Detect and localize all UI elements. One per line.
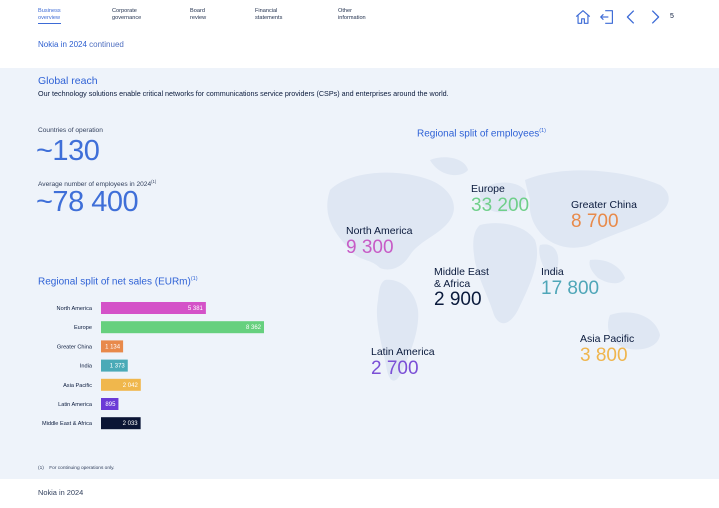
nav-tab-business-overview[interactable]: Business overview [38, 8, 61, 25]
section-title: Global reach [38, 75, 98, 87]
bar-category-label: Middle East & Africa [42, 421, 93, 427]
home-icon[interactable] [574, 8, 592, 26]
bar-category-label: India [80, 364, 93, 370]
nav-tab-label: Financial [255, 8, 278, 14]
bar-asia-pacific [101, 378, 141, 391]
nav-tab-label: governance [112, 14, 142, 21]
region-value: 8 700 [571, 210, 619, 232]
bar-category-label: North America [57, 306, 93, 312]
exit-icon[interactable] [598, 8, 616, 26]
region-middle-east-africa: Middle East & Africa 2 900 [434, 266, 489, 310]
subheading-continued: continued [89, 40, 124, 49]
bar-category-label: Asia Pacific [63, 383, 92, 389]
nav-tab-label: Other [338, 8, 352, 14]
bar-category-label: Europe [74, 325, 92, 331]
bar-value-label: 895 [105, 402, 116, 408]
bar-value-label: 5 381 [188, 306, 204, 312]
region-name: Latin America [371, 346, 435, 358]
nav-tab-label: Board [190, 8, 205, 14]
region-name: Middle East & Africa [434, 266, 489, 290]
employees-map-note: (1) [539, 128, 547, 134]
footnote-marker: (1) [38, 466, 44, 471]
countries-label: Countries of operation [38, 127, 103, 134]
region-value: 3 800 [580, 344, 628, 366]
bar-value-label: 2 033 [123, 421, 139, 427]
bar-value-label: 1 373 [110, 364, 126, 370]
employees-label-note: (1) [151, 179, 157, 184]
nav-tab-label: statements [255, 14, 283, 21]
net-sales-chart-title: Regional split of net sales (EURm)(1) [38, 276, 198, 287]
nav-tab-corporate-governance[interactable]: Corporate governance [112, 8, 141, 21]
page-footer: Nokia in 2024 [38, 488, 84, 497]
section-subtitle: Our technology solutions enable critical… [38, 89, 449, 98]
employees-map-title-text: Regional split of employees [417, 128, 540, 140]
nav-tab-board-review[interactable]: Board review [190, 8, 206, 21]
region-north-america: North America 9 300 [346, 225, 413, 258]
bar-value-label: 2 042 [123, 383, 139, 389]
footnote-text: For continuing operations only. [49, 466, 115, 471]
footnote: (1) For continuing operations only. [38, 466, 114, 471]
page-number: 5 [670, 13, 674, 20]
region-name: North America [346, 225, 413, 237]
bar-value-label: 8 362 [246, 325, 262, 331]
nav-icon-group [574, 8, 664, 26]
bar-category-label: Greater China [57, 344, 93, 350]
page-subheading: Nokia in 2024 continued [38, 40, 124, 49]
net-sales-bar-chart: North America 5 381 Europe 8 362 Greater Chi… [42, 302, 264, 430]
nav-tab-label: information [338, 14, 366, 21]
countries-value: ~130 [36, 135, 100, 167]
chevron-left-icon[interactable] [622, 8, 640, 26]
bar-latin-america [101, 398, 119, 410]
region-latin-america: Latin America 2 700 [371, 346, 435, 379]
region-value: 9 300 [346, 236, 394, 258]
region-value: 33 200 [471, 194, 530, 216]
region-value: 17 800 [541, 277, 600, 299]
nav-tab-label: Corporate [112, 8, 137, 14]
region-name: Greater China [571, 199, 637, 211]
nav-tab-financial-statements[interactable]: Financial statements [255, 8, 282, 21]
nav-tab-label: overview [38, 14, 61, 21]
bar-greater-china [101, 340, 124, 353]
region-value: 2 900 [434, 289, 482, 310]
bar-value-label: 1 134 [105, 344, 121, 350]
employees-value: ~78 400 [36, 186, 139, 218]
bar-north-america [101, 302, 206, 314]
bar-europe [101, 321, 264, 334]
employees-map-title: Regional split of employees(1) [417, 128, 546, 139]
region-asia-pacific: Asia Pacific 3 800 [580, 333, 635, 366]
subheading-main: Nokia in 2024 [38, 40, 87, 49]
nav-tab-other-information[interactable]: Other information [338, 8, 366, 21]
employees-label: Average number of employees in 2024(1) [38, 179, 156, 188]
employees-label-text: Average number of employees in 2024 [38, 181, 152, 189]
region-name: Europe [471, 183, 505, 195]
net-sales-chart-note: (1) [190, 276, 198, 282]
region-india: India 17 800 [541, 266, 600, 299]
top-navigation: Business overview Corporate governance B… [0, 0, 719, 34]
bar-category-label: Latin America [58, 402, 93, 408]
nav-tab-label: Business [38, 8, 61, 14]
region-greater-china: Greater China 8 700 [571, 199, 637, 232]
region-value: 2 700 [371, 357, 419, 379]
nav-tab-label: review [190, 14, 207, 21]
net-sales-chart-title-text: Regional split of net sales (EURm) [38, 276, 191, 288]
region-name: India [541, 266, 564, 278]
region-europe: Europe 33 200 [471, 183, 530, 216]
bar-india [101, 359, 128, 372]
region-name: Asia Pacific [580, 333, 635, 345]
world-map-image [327, 157, 669, 381]
bar-middle-east-africa [101, 417, 141, 430]
chevron-right-icon[interactable] [646, 8, 664, 26]
